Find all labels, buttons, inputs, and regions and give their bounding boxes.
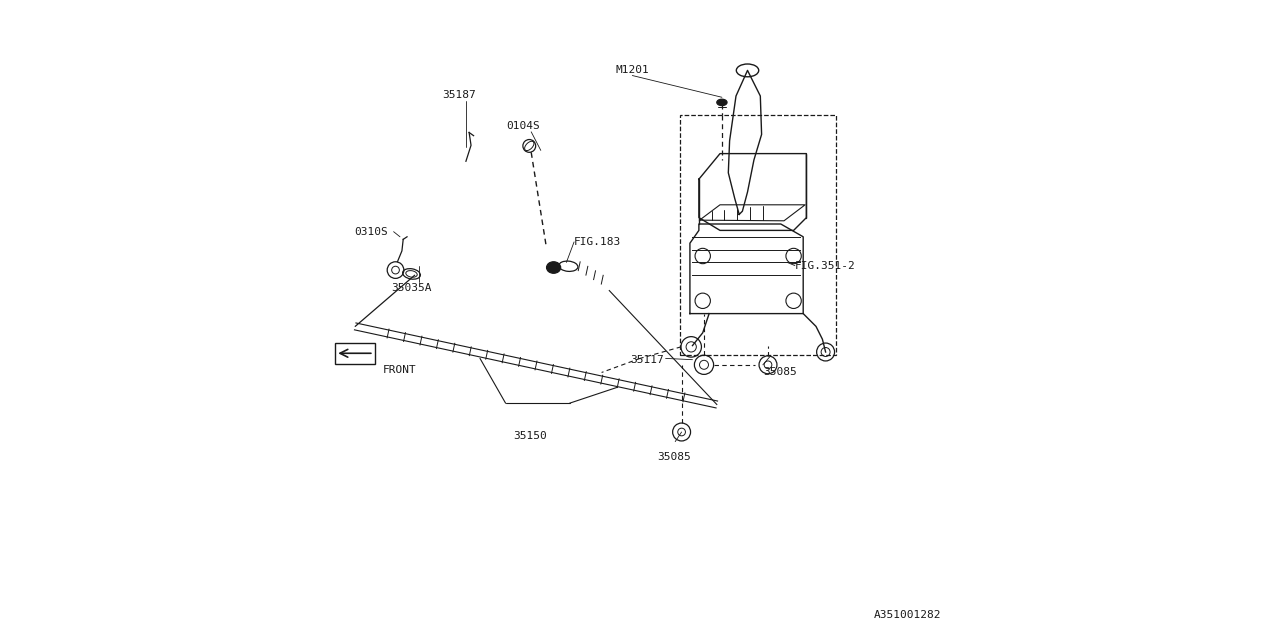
Bar [680, 115, 837, 355]
Text: 0310S: 0310S [355, 227, 389, 237]
Ellipse shape [717, 99, 727, 106]
Text: 35187: 35187 [443, 90, 476, 100]
Text: 35150: 35150 [513, 431, 547, 442]
Text: FIG.183: FIG.183 [575, 237, 621, 247]
Text: 35117: 35117 [631, 355, 664, 365]
Bar [335, 343, 375, 364]
Text: FRONT: FRONT [383, 365, 416, 376]
Ellipse shape [547, 262, 561, 273]
Text: 0104S: 0104S [507, 120, 540, 131]
Text: 35085: 35085 [657, 452, 691, 463]
Text: 35035A: 35035A [392, 283, 431, 293]
Text: M1201: M1201 [616, 65, 649, 75]
Text: FIG.351-2: FIG.351-2 [795, 260, 855, 271]
Text: 35085: 35085 [763, 367, 796, 378]
Text: A351001282: A351001282 [873, 609, 941, 620]
